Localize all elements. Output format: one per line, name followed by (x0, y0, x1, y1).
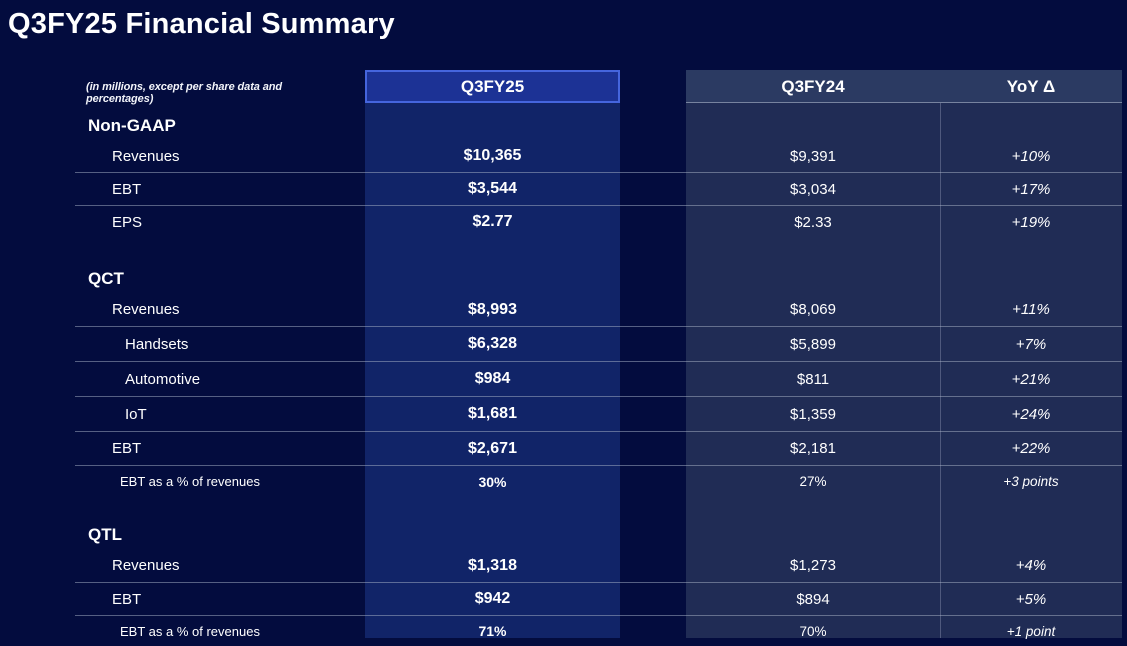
yoy-value: +1 point (1006, 623, 1056, 639)
q3fy24-value: $2,181 (790, 440, 836, 457)
q3fy25-value: $10,365 (463, 147, 522, 164)
q3fy24-value: 27% (799, 474, 827, 489)
q3fy25-value: $1,318 (468, 556, 517, 574)
yoy-value: +24% (1011, 405, 1051, 423)
row-label: IoT (125, 405, 147, 423)
table-row: EBT $3,544 $3,034 +17% (75, 172, 1122, 205)
q3fy25-value: $8,993 (468, 300, 517, 318)
yoy-value: +11% (1012, 301, 1050, 318)
yoy-value: +3 points (1003, 474, 1059, 489)
q3fy25-value: $3,544 (468, 180, 517, 197)
q3fy25-value: $1,681 (468, 405, 517, 422)
column-separator-line (940, 70, 941, 638)
comparison-columns-band (686, 70, 1122, 638)
column-header-q3fy24: Q3FY24 (781, 76, 845, 96)
table-row: Handsets $6,328 $5,899 +7% (75, 326, 1122, 361)
section-row-non-gaap: Non-GAAP (75, 103, 1122, 140)
table-row: EBT $2,671 $2,181 +22% (75, 431, 1122, 465)
row-label: Handsets (125, 335, 189, 353)
yoy-value: +7% (1015, 335, 1047, 353)
units-note: (in millions, except per share data and … (86, 81, 282, 105)
row-label: Revenues (112, 557, 180, 574)
comparison-header-band (686, 70, 1122, 103)
row-label: EBT as a % of revenues (120, 474, 260, 489)
section-row-qct: QCT (75, 238, 1122, 293)
q3fy25-value: $2,671 (468, 439, 517, 457)
page-title: Q3FY25 Financial Summary (8, 8, 395, 40)
q3fy25-value: $2.77 (472, 213, 513, 230)
yoy-value: +19% (1011, 213, 1051, 231)
section-label: QTL (88, 525, 122, 544)
row-label: EBT (112, 440, 142, 457)
q3fy25-value: $942 (474, 590, 511, 607)
row-label: EBT as a % of revenues (120, 623, 260, 639)
row-label: EBT (112, 180, 142, 198)
q3fy24-value: $1,273 (790, 557, 836, 574)
q3fy24-value: $811 (796, 370, 830, 388)
row-label: Revenues (112, 147, 180, 165)
table-row: IoT $1,681 $1,359 +24% (75, 396, 1122, 431)
q3fy24-value: $1,359 (790, 405, 836, 423)
row-label: Automotive (125, 370, 201, 388)
yoy-value: +22% (1011, 440, 1051, 457)
q3fy24-value: $9,391 (790, 147, 836, 165)
table-row: Automotive $984 $811 +21% (75, 361, 1122, 396)
yoy-value: +4% (1015, 557, 1047, 574)
table-row: EBT as a % of revenues 30% 27% +3 points (75, 465, 1122, 497)
q3fy25-value: $6,328 (468, 335, 517, 352)
yoy-value: +10% (1011, 147, 1051, 165)
table-row: Revenues $10,365 $9,391 +10% (75, 140, 1122, 172)
financial-table: Non-GAAP Revenues $10,365 $9,391 +10% EB… (75, 103, 1122, 646)
q3fy24-value: $3,034 (790, 180, 836, 198)
q3fy24-value: 70% (799, 623, 827, 639)
section-label: QCT (88, 269, 124, 288)
q3fy25-value: 30% (478, 473, 507, 490)
q3fy24-value: $8,069 (790, 301, 836, 318)
q3fy24-value: $894 (796, 590, 830, 608)
row-label: EPS (112, 213, 143, 231)
table-row: EPS $2.77 $2.33 +19% (75, 205, 1122, 238)
column-header-yoy-delta: YoY Δ (1006, 76, 1056, 96)
row-label: Revenues (112, 301, 180, 318)
yoy-value: +21% (1011, 370, 1051, 388)
yoy-value: +17% (1011, 180, 1051, 198)
table-row: Revenues $1,318 $1,273 +4% (75, 549, 1122, 582)
row-label: EBT (112, 590, 142, 608)
q3fy25-column-highlight (365, 70, 620, 638)
yoy-value: +5% (1015, 590, 1047, 608)
section-label: Non-GAAP (88, 116, 176, 135)
q3fy24-value: $5,899 (790, 335, 836, 353)
q3fy25-value: $984 (474, 370, 511, 387)
table-row: EBT as a % of revenues 71% 70% +1 point (75, 615, 1122, 646)
q3fy25-value: 71% (478, 623, 507, 639)
q3fy24-value: $2.33 (794, 213, 832, 231)
column-header-q3fy25: Q3FY25 (365, 70, 620, 103)
table-row: EBT $942 $894 +5% (75, 582, 1122, 615)
table-row: Revenues $8,993 $8,069 +11% (75, 293, 1122, 326)
section-row-qtl: QTL (75, 497, 1122, 549)
